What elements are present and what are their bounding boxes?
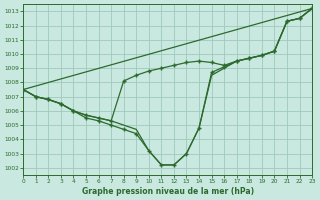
X-axis label: Graphe pression niveau de la mer (hPa): Graphe pression niveau de la mer (hPa) — [82, 187, 254, 196]
